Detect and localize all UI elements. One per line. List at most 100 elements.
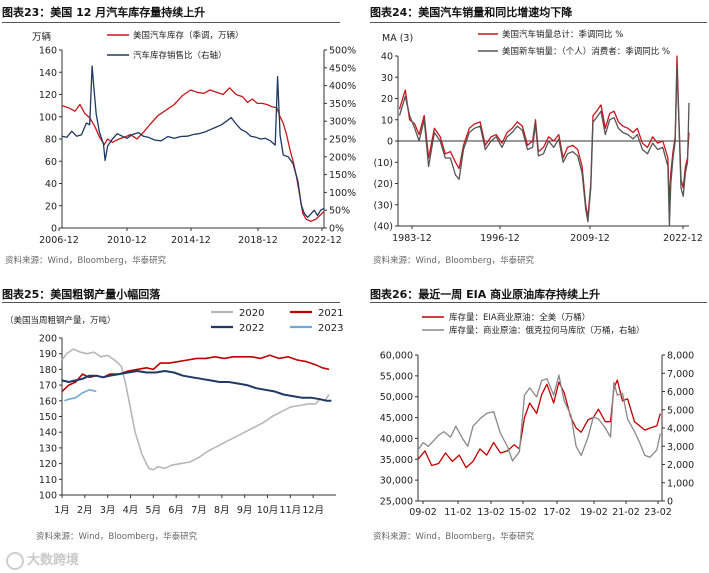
c3-legend-label-1: 2020 [239,308,264,319]
c1-ytick-label: 80 [45,135,57,146]
c3-xtick-label: 4月 [123,505,139,516]
c3-xtick-label: 11月 [280,505,302,516]
panel3-rule [2,302,340,303]
c3-ytick-label: 150 [39,412,57,423]
c3-ytick-label: 130 [39,443,57,454]
c4-xtick-label: 09-02 [409,507,437,518]
panel3-source: 资料来源：Wind，Bloomberg，华泰研究 [36,532,198,542]
c1-y2tick-label: 300% [329,117,356,128]
c1-y2tick-label: 100% [329,188,356,199]
panel2-source: 资料来源：Wind，Bloomberg，华泰研究 [373,256,535,266]
c1-ytick-label: 140 [39,68,57,79]
c1-xtick-label: 2010-12 [107,235,147,246]
c3-xtick-label: 2月 [77,505,93,516]
c3-series-line-1 [61,348,330,471]
c3-unit-label: （美国当周粗钢产量，万吨） [5,315,116,326]
c1-y2tick-label: 350% [329,99,356,110]
c4-xtick-label: 11-02 [444,507,472,518]
c1-unit-label: 万辆 [32,31,52,43]
c4-ytick-label: 40,000 [380,434,413,445]
c1-y2tick-label: 250% [329,135,356,146]
c1-series-line-2 [61,65,325,218]
c1-y2tick-label: 0% [329,224,344,235]
c1-ytick-label: 160 [39,46,57,57]
panel4-source: 资料来源：Wind，Bloomberg，华泰研究 [373,532,535,542]
c4-series-line-2 [417,374,661,462]
c4-y2tick-label: 1,000 [667,478,694,489]
c4-ytick-label: 25,000 [380,497,413,508]
c3-ytick-label: 140 [39,428,57,439]
c4-ytick-label: 45,000 [380,413,413,424]
c4-xtick-label: 21-02 [612,507,640,518]
c3-legend-label-4: 2023 [318,323,343,334]
c3-xtick-label: 9月 [237,505,253,516]
c1-xtick-label: 2014-12 [171,235,211,246]
c4-ytick-label: 30,000 [380,476,413,487]
c1-y2tick-label: 400% [329,81,356,92]
c3-ytick-label: 110 [39,475,57,486]
c1-ytick-label: 40 [45,179,57,190]
c3-ytick-label: 180 [39,365,57,376]
c3-ytick-label: 100 [39,491,57,502]
c3-xtick-label: 3月 [100,505,116,516]
c4-legend-label-2: 库存量：商业原油：俄克拉何马库欣（万桶，右轴） [449,325,645,336]
c3-ytick-label: 190 [39,349,57,360]
c4-ytick-label: 55,000 [380,371,413,382]
c2-ytick-label: (10) [373,158,393,169]
c4-y2tick-label: 2,000 [667,460,694,471]
c4-y2tick-label: 8,000 [667,351,694,362]
c1-ytick-label: 120 [39,90,57,101]
c2-unit-label: MA (3) [382,33,413,44]
panel2-rule [370,22,707,23]
c1-xtick-label: 2006-12 [39,235,79,246]
c4-y2tick-label: 3,000 [667,442,694,453]
c3-series-line-3 [61,370,332,402]
c2-ytick-label: 0 [387,137,393,148]
c2-series-line-2 [398,65,690,227]
c1-y2tick-label: 500% [329,46,356,57]
c2-ytick-label: (20) [373,179,393,190]
watermark-text: 大数跨境 [27,553,80,568]
c3-xtick-label: 12月 [302,505,324,516]
c2-xtick-label: 1983-12 [392,233,432,244]
c1-y2tick-label: 450% [329,63,356,74]
c1-legend-label-2: 汽车库存销售比（右轴） [133,50,227,61]
c3-ytick-label: 120 [39,459,57,470]
panel4-rule [370,302,707,303]
c3-xtick-label: 5月 [146,505,162,516]
c1-ytick-label: 0 [51,224,57,235]
c2-ytick-label: 10 [381,115,393,126]
c4-ytick-label: 35,000 [380,455,413,466]
c2-ytick-label: 40 [381,52,393,63]
c3-ytick-label: 170 [39,381,57,392]
c3-legend-label-3: 2022 [239,323,264,334]
c1-xtick-label: 2022-12 [302,235,342,246]
c4-xtick-label: 13-02 [477,507,505,518]
c2-ytick-label: (40) [373,222,393,233]
c4-y2tick-label: 7,000 [667,369,694,380]
c1-xtick-label: 2018-12 [238,235,278,246]
c2-legend-label-2: 美国新车销量：（个人）消费者：季调同比 % [502,46,670,57]
c3-xtick-label: 8月 [214,505,230,516]
c1-y2tick-label: 200% [329,152,356,163]
panel1-source: 资料来源：Wind，Bloomberg，华泰研究 [5,256,167,266]
c2-ytick-label: 20 [381,94,393,105]
c1-legend-label-1: 美国汽车库存（季调，万辆） [133,30,244,41]
c3-series-line-4 [64,389,97,402]
c4-legend-label-1: 库存量：EIA商业原油：全美（万桶） [449,312,590,323]
watermark-logo: 大数跨境 [6,549,79,570]
c1-y2tick-label: 150% [329,170,356,181]
c4-y2tick-label: 6,000 [667,387,694,398]
c2-xtick-label: 1996-12 [480,233,520,244]
c1-ytick-label: 20 [45,201,57,212]
c4-ytick-label: 50,000 [380,392,413,403]
c1-y2tick-label: 50% [329,206,350,217]
c4-ytick-label: 60,000 [380,351,413,362]
c3-series-line-2 [61,354,330,392]
c4-y2tick-label: 4,000 [667,424,694,435]
c3-xtick-label: 6月 [168,505,184,516]
c2-legend-label-1: 美国汽车销量总计：季调同比 % [502,29,623,40]
c2-xtick-label: 2022-12 [663,233,703,244]
panel1-title: 图表23：美国 12 月汽车库存量持续上升 [2,6,206,19]
watermark-icon [6,551,24,570]
